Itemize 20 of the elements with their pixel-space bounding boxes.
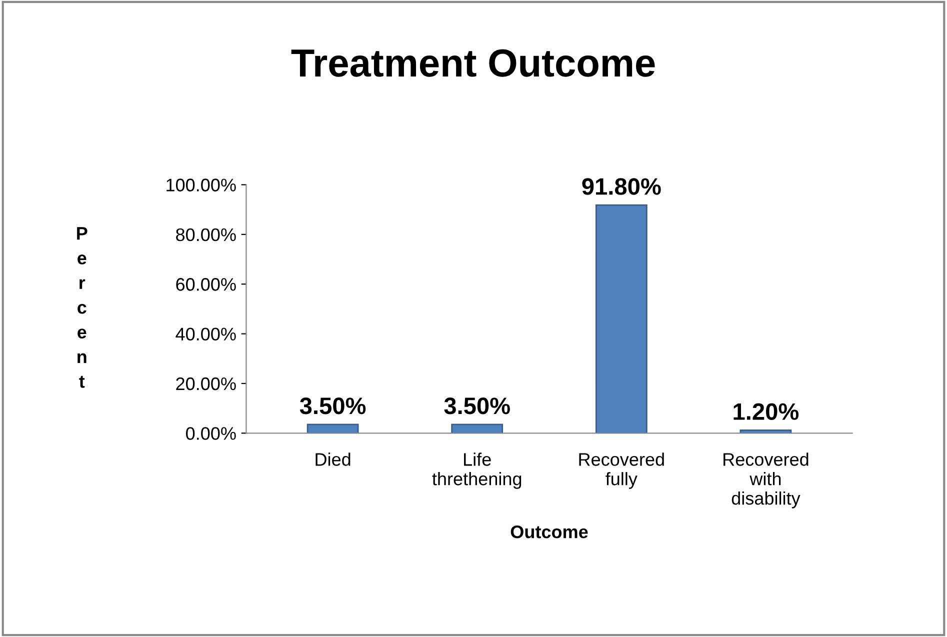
chart-title: Treatment Outcome (291, 49, 655, 77)
y-axis-title: Percent (77, 227, 88, 388)
x-tick-label: Recovered with disability (724, 452, 808, 508)
x-axis-title: Outcome (510, 525, 588, 538)
y-tick-label: 60.00% (176, 278, 236, 291)
data-label: 3.50% (444, 398, 510, 414)
x-tick-label: Life threthening (432, 452, 522, 489)
bar (306, 424, 359, 434)
data-label: 1.20% (734, 403, 799, 420)
y-tick-label: 20.00% (176, 377, 236, 390)
y-tick-label: 100.00% (166, 178, 236, 192)
x-tick-label: Recovered fully (579, 452, 664, 489)
x-tick-label: Died (316, 452, 350, 466)
bar (595, 204, 648, 434)
y-tick-label: 40.00% (176, 328, 236, 341)
data-label: 91.80% (582, 178, 661, 195)
y-tick-label: 80.00% (176, 228, 236, 242)
bar (451, 424, 504, 434)
data-label: 3.50% (300, 398, 366, 414)
y-tick-label: 0.00% (186, 427, 236, 440)
